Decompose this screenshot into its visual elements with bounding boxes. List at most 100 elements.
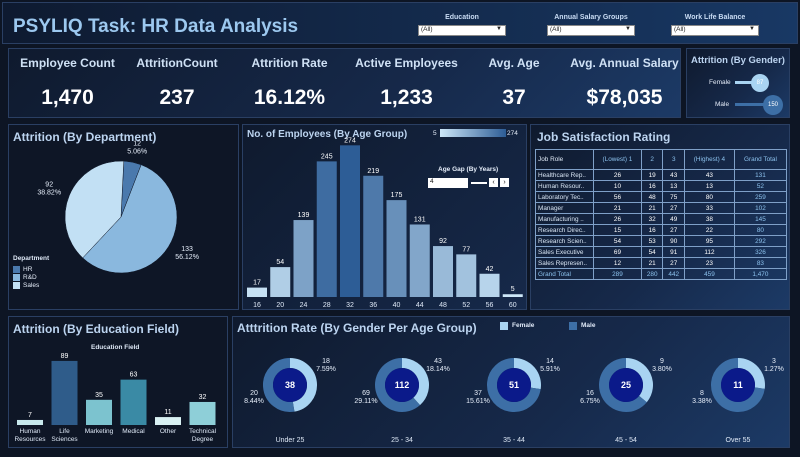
js-header-cell: 2 <box>640 149 664 170</box>
filter-salary: Annual Salary Groups (All) ▼ <box>547 14 635 36</box>
js-cell: 69 <box>593 246 642 258</box>
age-bar[interactable] <box>386 200 407 297</box>
female-pct: 3.80% <box>652 366 672 373</box>
js-cell: Laboratory Tec.. <box>535 191 594 203</box>
js-header-cell: (Highest) 4 <box>684 149 735 170</box>
male-count: 69 <box>362 390 370 397</box>
js-row[interactable]: Manager 21 21 27 33 102 <box>535 202 788 214</box>
app-title: PSYLIQ Task: HR Data Analysis <box>13 16 299 37</box>
age-bar[interactable] <box>456 254 477 297</box>
pie-slice-rd[interactable] <box>82 164 178 274</box>
female-bar <box>735 81 755 84</box>
js-title: Job Satisfaction Rating <box>537 130 671 144</box>
edu-bar[interactable] <box>189 401 216 425</box>
js-row[interactable]: Sales Executive 69 54 91 112 326 <box>535 246 788 258</box>
donut-female-arc[interactable] <box>625 358 653 403</box>
age-bar[interactable] <box>409 224 430 297</box>
female-pct: 5.91% <box>540 366 560 373</box>
salary-group-dropdown[interactable]: (All) ▼ <box>547 25 635 36</box>
js-row[interactable]: Healthcare Rep.. 26 19 43 43 131 <box>535 169 788 181</box>
edu-tick-label: Resources <box>14 436 46 443</box>
legend-swatch <box>13 282 20 289</box>
edu-bar[interactable] <box>17 419 43 425</box>
js-row[interactable]: Laboratory Tec.. 56 48 75 80 259 <box>535 191 788 203</box>
edu-tick-label: Other <box>160 428 177 435</box>
legend-item: Sales <box>13 282 39 289</box>
age-bar[interactable] <box>316 161 337 297</box>
donut-male-arc[interactable] <box>711 358 765 412</box>
js-cell: Research Scien.. <box>535 235 594 247</box>
js-cell: 259 <box>733 191 788 203</box>
legend-max: 274 <box>507 130 518 137</box>
donut-male-arc[interactable] <box>487 358 541 412</box>
donut-female-arc[interactable] <box>513 358 541 390</box>
donut-male-arc[interactable] <box>599 358 647 412</box>
age-bar[interactable] <box>479 273 500 297</box>
edu-bar[interactable] <box>86 399 112 425</box>
age-bar[interactable] <box>502 294 523 297</box>
js-cell: 26 <box>593 169 642 181</box>
js-row[interactable]: Grand Total 289 280 442 459 1,470 <box>535 268 788 280</box>
donut-total: 25 <box>621 380 631 390</box>
age-bar[interactable] <box>247 287 267 297</box>
filter-education: Education (All) ▼ <box>418 14 506 36</box>
male-pct: 8.44% <box>244 398 264 405</box>
js-cell: 52 <box>733 180 788 192</box>
male-count: 20 <box>250 390 258 397</box>
js-cell: 16 <box>640 180 664 192</box>
edu-tick-label: Medical <box>122 428 145 435</box>
js-row[interactable]: Sales Represen.. 12 21 27 23 83 <box>535 257 788 269</box>
js-row[interactable]: Research Scien.. 54 53 90 95 292 <box>535 235 788 247</box>
age-group-label: 25 - 34 <box>391 437 413 444</box>
js-cell: 13 <box>662 180 685 192</box>
js-cell: 43 <box>684 169 735 181</box>
age-tick-label: 44 <box>416 302 424 309</box>
age-gap-input[interactable]: 4 <box>428 178 468 188</box>
age-group-title: No. of Employees (By Age Group) <box>247 129 408 140</box>
work-life-dropdown[interactable]: (All) ▼ <box>671 25 759 36</box>
age-bar[interactable] <box>270 267 291 297</box>
dept-legend: HR R&D Sales <box>13 265 39 290</box>
male-count: 37 <box>474 390 482 397</box>
edu-tick-label: Technical <box>189 428 217 435</box>
age-tick-label: 20 <box>276 302 284 309</box>
age-gap-slider[interactable] <box>471 182 487 184</box>
chevron-down-icon: ▼ <box>496 26 502 32</box>
js-row[interactable]: Human Resour.. 10 16 13 13 52 <box>535 180 788 192</box>
edu-tick-label: Degree <box>192 436 214 443</box>
edu-bar[interactable] <box>120 379 147 425</box>
donut-female-arc[interactable] <box>737 358 765 389</box>
female-pct: 1.27% <box>764 366 784 373</box>
age-group-label: 35 - 44 <box>503 437 525 444</box>
js-row[interactable]: Research Direc.. 15 16 27 22 80 <box>535 224 788 236</box>
male-pct: 15.61% <box>466 398 490 405</box>
dept-panel: Attrition (By Department) 12 5.06% 133 56.1… <box>8 124 239 310</box>
donut-male-arc[interactable] <box>375 358 420 412</box>
edu-bar[interactable] <box>155 417 181 425</box>
decrement-button[interactable]: ‹ <box>489 178 498 187</box>
increment-button[interactable]: › <box>500 178 509 187</box>
age-bar[interactable] <box>340 145 360 297</box>
js-cell: 23 <box>684 257 735 269</box>
age-bar[interactable] <box>363 175 384 297</box>
edu-bar[interactable] <box>51 360 78 425</box>
bar-value-label: 131 <box>414 216 426 223</box>
bar-value-label: 245 <box>321 153 333 160</box>
js-header-cell: Job Role <box>535 149 594 170</box>
donut-female-arc[interactable] <box>289 358 317 412</box>
donut-male-arc[interactable] <box>263 358 295 412</box>
js-cell: 49 <box>662 213 685 225</box>
age-bar[interactable] <box>433 246 453 297</box>
pie-label-pct: 38.82% <box>37 190 61 197</box>
donut-female-arc[interactable] <box>401 358 429 406</box>
chevron-down-icon: ▼ <box>625 26 631 32</box>
age-bar[interactable] <box>293 220 314 297</box>
age-bar-chart: 1716542013924245282743221936175401314492… <box>247 137 523 309</box>
js-row[interactable]: Manufacturing .. 26 32 49 38 145 <box>535 213 788 225</box>
legend-male-swatch <box>569 322 577 330</box>
pie-slice-sales[interactable] <box>64 160 125 259</box>
education-dropdown[interactable]: (All) ▼ <box>418 25 506 36</box>
js-cell: 131 <box>733 169 788 181</box>
